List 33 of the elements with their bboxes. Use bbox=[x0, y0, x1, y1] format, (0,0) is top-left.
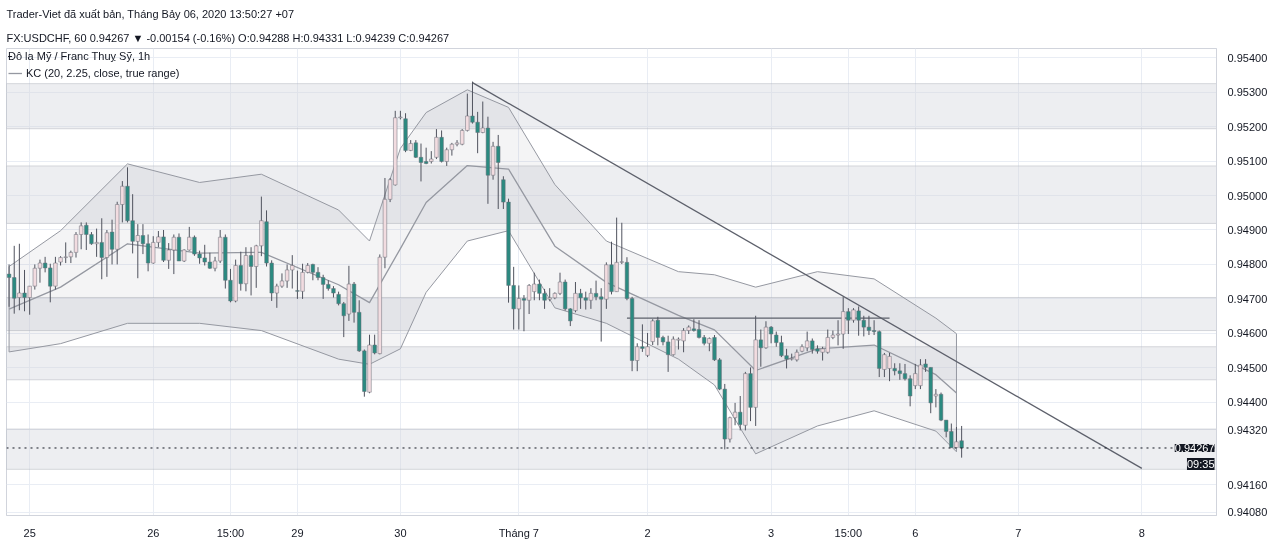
x-tick-label: 25 bbox=[23, 526, 36, 539]
legend-label: KC (20, 2.25, close, true range) bbox=[26, 67, 180, 79]
y-tick-label: 0.94500 bbox=[1227, 361, 1268, 374]
y-tick-label: 0.94400 bbox=[1227, 396, 1268, 409]
x-tick-label: Tháng 7 bbox=[498, 526, 540, 539]
x-tick-label: 6 bbox=[912, 526, 919, 539]
text: Trader-Viet đã xuất bản, Tháng Bảy 06, 2020 13:50:27 +07 bbox=[6, 7, 295, 20]
y-tick-label: 0.94080 bbox=[1227, 506, 1268, 519]
annotation: 09:35 bbox=[1186, 458, 1215, 470]
y-tick-label: 0.95100 bbox=[1227, 155, 1268, 168]
line-series bbox=[8, 164, 958, 394]
x-tick-label: 26 bbox=[147, 526, 160, 539]
x-tick-label: 7 bbox=[1015, 526, 1022, 539]
chart-title: Đô la Mỹ / Franc Thuỵ Sỹ, 1h bbox=[8, 50, 152, 62]
y-tick-label: 0.94160 bbox=[1227, 478, 1268, 491]
x-tick-label: 29 bbox=[291, 526, 304, 539]
y-tick-label: 0.94700 bbox=[1227, 292, 1268, 305]
chart-subtitle: FX:USDCHF, 60 0.94267 ▼ -0.00154 (-0.16%) O:0.94288 H:0.94331 L:0.94239 C:0.94267 bbox=[6, 31, 450, 44]
x-tick-label: 15:00 bbox=[216, 526, 245, 539]
y-tick-label: 0.94320 bbox=[1227, 423, 1268, 436]
y-tick-label: 0.95200 bbox=[1227, 120, 1268, 133]
y-tick-label: 0.95000 bbox=[1227, 189, 1268, 202]
x-tick-label: 30 bbox=[394, 526, 407, 539]
x-tick-label: 8 bbox=[1138, 526, 1145, 539]
ref-line-label: 0.94267 bbox=[1174, 442, 1215, 454]
x-tick-label: 15:00 bbox=[834, 526, 863, 539]
y-tick-label: 0.95300 bbox=[1227, 86, 1268, 99]
y-tick-label: 0.94900 bbox=[1227, 224, 1268, 236]
x-tick-label: 2 bbox=[644, 526, 651, 539]
y-tick-label: 0.94600 bbox=[1227, 327, 1268, 340]
y-tick-label: 0.95400 bbox=[1227, 51, 1268, 64]
y-tick-label: 0.94800 bbox=[1227, 258, 1268, 271]
x-tick-label: 3 bbox=[768, 526, 775, 539]
